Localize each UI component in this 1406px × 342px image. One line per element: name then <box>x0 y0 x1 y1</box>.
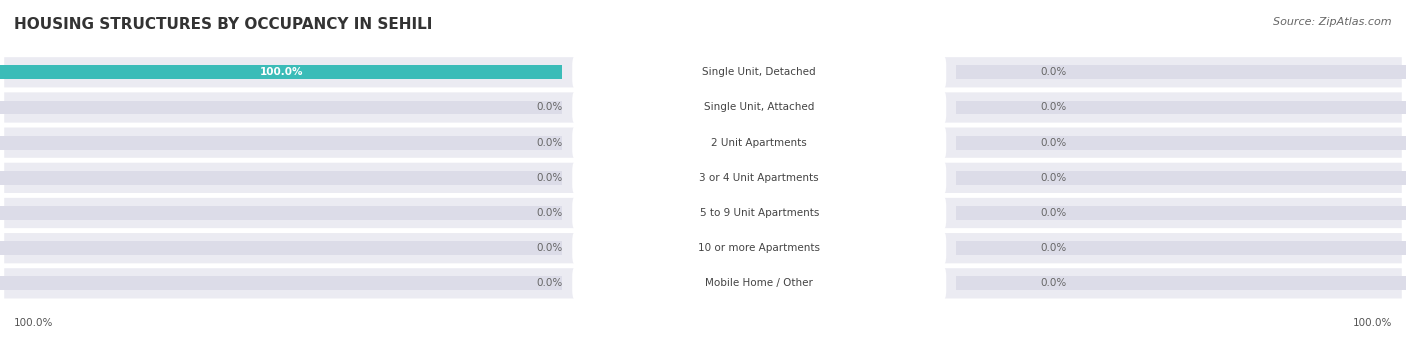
Bar <box>872 171 942 185</box>
Text: Single Unit, Detached: Single Unit, Detached <box>703 67 815 77</box>
Text: 0.0%: 0.0% <box>1040 173 1067 183</box>
Text: 0.0%: 0.0% <box>536 208 562 218</box>
Text: 0.0%: 0.0% <box>1040 278 1067 288</box>
FancyBboxPatch shape <box>572 55 946 90</box>
Bar <box>576 206 647 220</box>
Text: Source: ZipAtlas.com: Source: ZipAtlas.com <box>1274 17 1392 27</box>
Text: HOUSING STRUCTURES BY OCCUPANCY IN SEHILI: HOUSING STRUCTURES BY OCCUPANCY IN SEHIL… <box>14 17 433 32</box>
FancyBboxPatch shape <box>572 90 946 125</box>
Bar <box>872 101 942 115</box>
Bar <box>956 276 1406 290</box>
Bar <box>0 206 562 220</box>
Text: 0.0%: 0.0% <box>1040 138 1067 148</box>
Text: 10 or more Apartments: 10 or more Apartments <box>699 243 820 253</box>
Text: 100.0%: 100.0% <box>260 67 302 77</box>
FancyBboxPatch shape <box>572 125 946 160</box>
Bar <box>956 171 1406 185</box>
FancyBboxPatch shape <box>572 231 946 266</box>
FancyBboxPatch shape <box>572 196 946 231</box>
Text: 5 to 9 Unit Apartments: 5 to 9 Unit Apartments <box>700 208 818 218</box>
Bar <box>0 65 562 79</box>
Text: 0.0%: 0.0% <box>536 243 562 253</box>
Text: Single Unit, Attached: Single Unit, Attached <box>704 103 814 113</box>
Bar <box>872 241 942 255</box>
FancyBboxPatch shape <box>572 160 946 195</box>
Bar <box>0 65 562 79</box>
Bar <box>956 101 1406 115</box>
Bar <box>956 65 1406 79</box>
Text: 100.0%: 100.0% <box>14 318 53 328</box>
Bar <box>0 101 562 115</box>
Bar <box>956 136 1406 150</box>
Bar <box>576 136 647 150</box>
Text: 0.0%: 0.0% <box>1040 67 1067 77</box>
Bar <box>576 65 647 79</box>
Bar <box>576 276 647 290</box>
FancyBboxPatch shape <box>4 198 1402 228</box>
Text: Mobile Home / Other: Mobile Home / Other <box>706 278 813 288</box>
Bar <box>0 241 562 255</box>
FancyBboxPatch shape <box>4 268 1402 299</box>
Text: 0.0%: 0.0% <box>536 103 562 113</box>
Text: 3 or 4 Unit Apartments: 3 or 4 Unit Apartments <box>699 173 820 183</box>
Bar <box>0 171 562 185</box>
FancyBboxPatch shape <box>572 266 946 301</box>
FancyBboxPatch shape <box>4 57 1402 88</box>
Bar <box>872 136 942 150</box>
FancyBboxPatch shape <box>4 163 1402 193</box>
Bar <box>956 206 1406 220</box>
Bar <box>872 65 942 79</box>
Text: 0.0%: 0.0% <box>1040 208 1067 218</box>
FancyBboxPatch shape <box>4 92 1402 123</box>
Text: 0.0%: 0.0% <box>1040 243 1067 253</box>
Text: 2 Unit Apartments: 2 Unit Apartments <box>711 138 807 148</box>
FancyBboxPatch shape <box>4 233 1402 263</box>
Text: 0.0%: 0.0% <box>536 138 562 148</box>
Bar <box>576 241 647 255</box>
Text: 0.0%: 0.0% <box>536 278 562 288</box>
Text: 0.0%: 0.0% <box>536 173 562 183</box>
Bar <box>576 101 647 115</box>
Bar <box>0 276 562 290</box>
FancyBboxPatch shape <box>4 128 1402 158</box>
Bar <box>956 241 1406 255</box>
Bar <box>872 276 942 290</box>
Bar <box>576 171 647 185</box>
Text: 100.0%: 100.0% <box>1353 318 1392 328</box>
Bar <box>872 206 942 220</box>
Bar <box>0 136 562 150</box>
Text: 0.0%: 0.0% <box>1040 103 1067 113</box>
